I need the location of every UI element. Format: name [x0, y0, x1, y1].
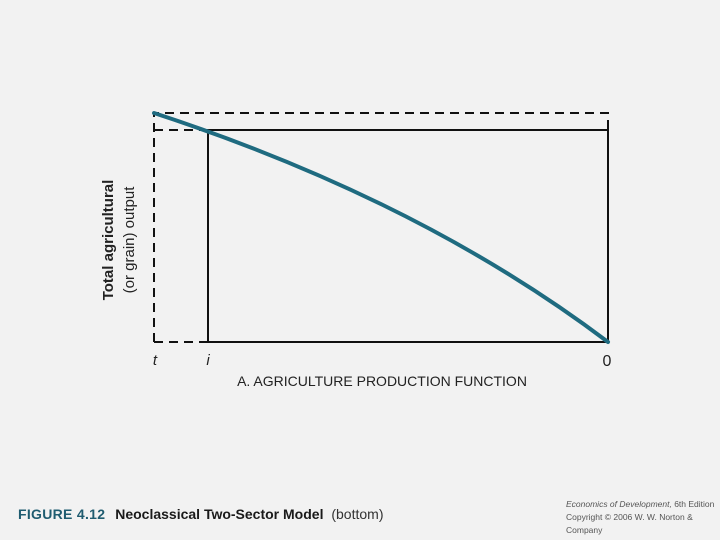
- copyright-line: Copyright © 2006 W. W. Norton & Company: [566, 512, 693, 535]
- book-edition: 6th Edition: [671, 499, 715, 509]
- panel-title: A. AGRICULTURE PRODUCTION FUNCTION: [237, 373, 527, 389]
- y-axis-label-line1: Total agricultural: [100, 180, 117, 301]
- figure-subtitle: (bottom): [331, 506, 384, 522]
- y-axis-label-line2: (or grain) output: [121, 186, 138, 294]
- x-tick-label-i: i: [206, 352, 210, 369]
- figure-title: Neoclassical Two-Sector Model: [115, 506, 324, 522]
- footer-bar: [0, 490, 720, 540]
- solid-inner-frame: [207, 129, 609, 343]
- x-tick-label-t: t: [153, 352, 158, 369]
- book-title: Economics of Development,: [566, 499, 672, 509]
- production-function-curve: [152, 111, 610, 344]
- x-tick-label-origin: 0: [603, 353, 612, 370]
- figure-number: FIGURE 4.12: [18, 506, 106, 522]
- book-title-line: Economics of Development, 6th Edition: [566, 498, 716, 511]
- figure-caption: FIGURE 4.12 Neoclassical Two-Sector Mode…: [18, 506, 383, 522]
- dashed-outer-frame: [153, 112, 609, 342]
- book-credit: Economics of Development, 6th Edition Co…: [566, 498, 716, 537]
